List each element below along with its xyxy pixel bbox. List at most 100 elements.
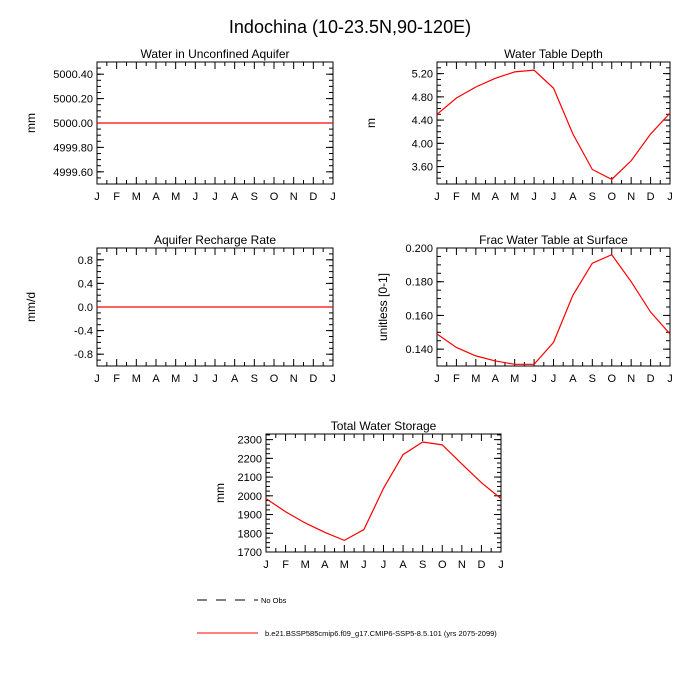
x-tick-label: J [498, 559, 504, 571]
x-tick-label: O [607, 191, 616, 203]
y-tick-label: 2200 [238, 453, 262, 465]
series-line [436, 253, 671, 365]
x-tick-label: N [627, 373, 635, 385]
x-tick-label: O [270, 191, 279, 203]
panel-title: Water in Unconfined Aquifer [141, 47, 290, 61]
y-tick-label: 1900 [238, 510, 262, 522]
y-tick-label: 5000.40 [53, 69, 93, 81]
x-tick-label: F [453, 373, 460, 385]
y-tick-label: 5.20 [412, 69, 433, 81]
x-tick-label: A [231, 191, 239, 203]
x-tick-label: S [251, 373, 258, 385]
x-tick-label: J [667, 373, 673, 385]
figure-title: Indochina (10-23.5N,90-120E) [229, 17, 471, 37]
y-tick-label: 0.0 [78, 302, 93, 314]
y-axis-label: mm [24, 113, 38, 133]
x-tick-label: J [330, 373, 336, 385]
y-tick-label: 5000.20 [53, 94, 93, 106]
y-tick-label: 1700 [238, 547, 262, 559]
x-tick-label: M [171, 373, 180, 385]
x-tick-label: J [531, 373, 537, 385]
plot-frame [436, 61, 671, 185]
x-tick-label: S [251, 191, 258, 203]
y-tick-label: -0.4 [74, 326, 93, 338]
x-tick-label: A [152, 191, 160, 203]
x-tick-label: M [510, 191, 519, 203]
x-tick-label: J [330, 191, 336, 203]
x-tick-label: J [434, 191, 440, 203]
y-tick-label: 0.8 [78, 255, 93, 267]
y-axis-label: mm [213, 483, 227, 503]
x-tick-label: J [551, 191, 557, 203]
x-tick-label: F [453, 191, 460, 203]
y-tick-label: 3.60 [412, 162, 433, 174]
x-tick-label: S [589, 373, 596, 385]
y-tick-label: 0.200 [405, 243, 433, 255]
x-tick-label: O [607, 373, 616, 385]
x-tick-label: O [270, 373, 279, 385]
plot-frame [265, 433, 502, 553]
x-tick-label: N [290, 373, 298, 385]
y-axis-label: m [364, 118, 378, 128]
series-line [265, 441, 502, 542]
legend: No Obs b.e21.BSSP585cmip6.f09_g17.CMIP6-S… [197, 596, 497, 638]
x-tick-label: A [569, 373, 577, 385]
x-tick-label: J [94, 191, 100, 203]
x-tick-label: F [113, 373, 120, 385]
y-tick-label: 0.180 [405, 277, 433, 289]
x-tick-label: A [231, 373, 239, 385]
x-tick-label: A [492, 373, 500, 385]
y-tick-label: 4.80 [412, 92, 433, 104]
y-tick-label: 2300 [238, 435, 262, 447]
y-tick-label: 0.140 [405, 344, 433, 356]
y-tick-label: 4.40 [412, 115, 433, 127]
series-line [436, 69, 671, 181]
y-tick-label: 2100 [238, 472, 262, 484]
plot-frame [436, 247, 671, 367]
x-tick-label: J [94, 373, 100, 385]
x-tick-label: D [477, 559, 485, 571]
x-tick-label: N [627, 191, 635, 203]
x-tick-label: M [171, 191, 180, 203]
x-tick-label: J [667, 191, 673, 203]
y-axis-label: mm/d [24, 292, 38, 322]
y-axis-label: unitless [0-1] [376, 273, 390, 341]
x-tick-label: J [212, 191, 218, 203]
x-tick-label: D [309, 373, 317, 385]
panel-title: Water Table Depth [504, 47, 603, 61]
x-tick-label: J [212, 373, 218, 385]
x-tick-label: M [340, 559, 349, 571]
legend-label: b.e21.BSSP585cmip6.f09_g17.CMIP6-SSP5-8.… [265, 629, 497, 638]
x-tick-label: N [458, 559, 466, 571]
x-tick-label: J [193, 191, 199, 203]
x-tick-label: D [647, 191, 655, 203]
x-tick-label: J [361, 559, 367, 571]
x-tick-label: M [301, 559, 310, 571]
y-tick-label: 4999.60 [53, 167, 93, 179]
y-tick-label: 5000.00 [53, 118, 93, 130]
panel-title: Total Water Storage [331, 419, 437, 433]
x-tick-label: M [132, 191, 141, 203]
x-tick-label: J [531, 191, 537, 203]
legend-label: No Obs [261, 596, 287, 605]
x-tick-label: M [471, 191, 480, 203]
y-tick-label: 4.00 [412, 138, 433, 150]
x-tick-label: J [551, 373, 557, 385]
y-tick-label: 0.4 [78, 278, 93, 290]
x-tick-label: J [263, 559, 269, 571]
x-tick-label: N [290, 191, 298, 203]
x-tick-label: O [438, 559, 447, 571]
panel-title: Frac Water Table at Surface [479, 233, 628, 247]
y-tick-label: -0.8 [74, 349, 93, 361]
y-tick-label: 4999.80 [53, 142, 93, 154]
x-tick-label: A [152, 373, 160, 385]
y-tick-label: 1800 [238, 528, 262, 540]
x-tick-label: F [113, 191, 120, 203]
